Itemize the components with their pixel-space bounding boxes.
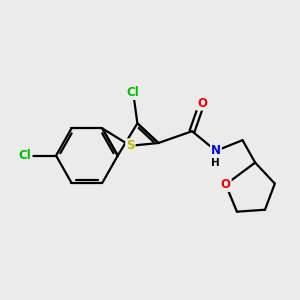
Text: O: O bbox=[221, 178, 231, 191]
Text: Cl: Cl bbox=[19, 149, 31, 162]
Text: Cl: Cl bbox=[127, 86, 140, 99]
Text: H: H bbox=[211, 158, 220, 168]
Text: N: N bbox=[211, 144, 221, 157]
Text: O: O bbox=[197, 97, 207, 110]
Text: S: S bbox=[126, 139, 135, 152]
